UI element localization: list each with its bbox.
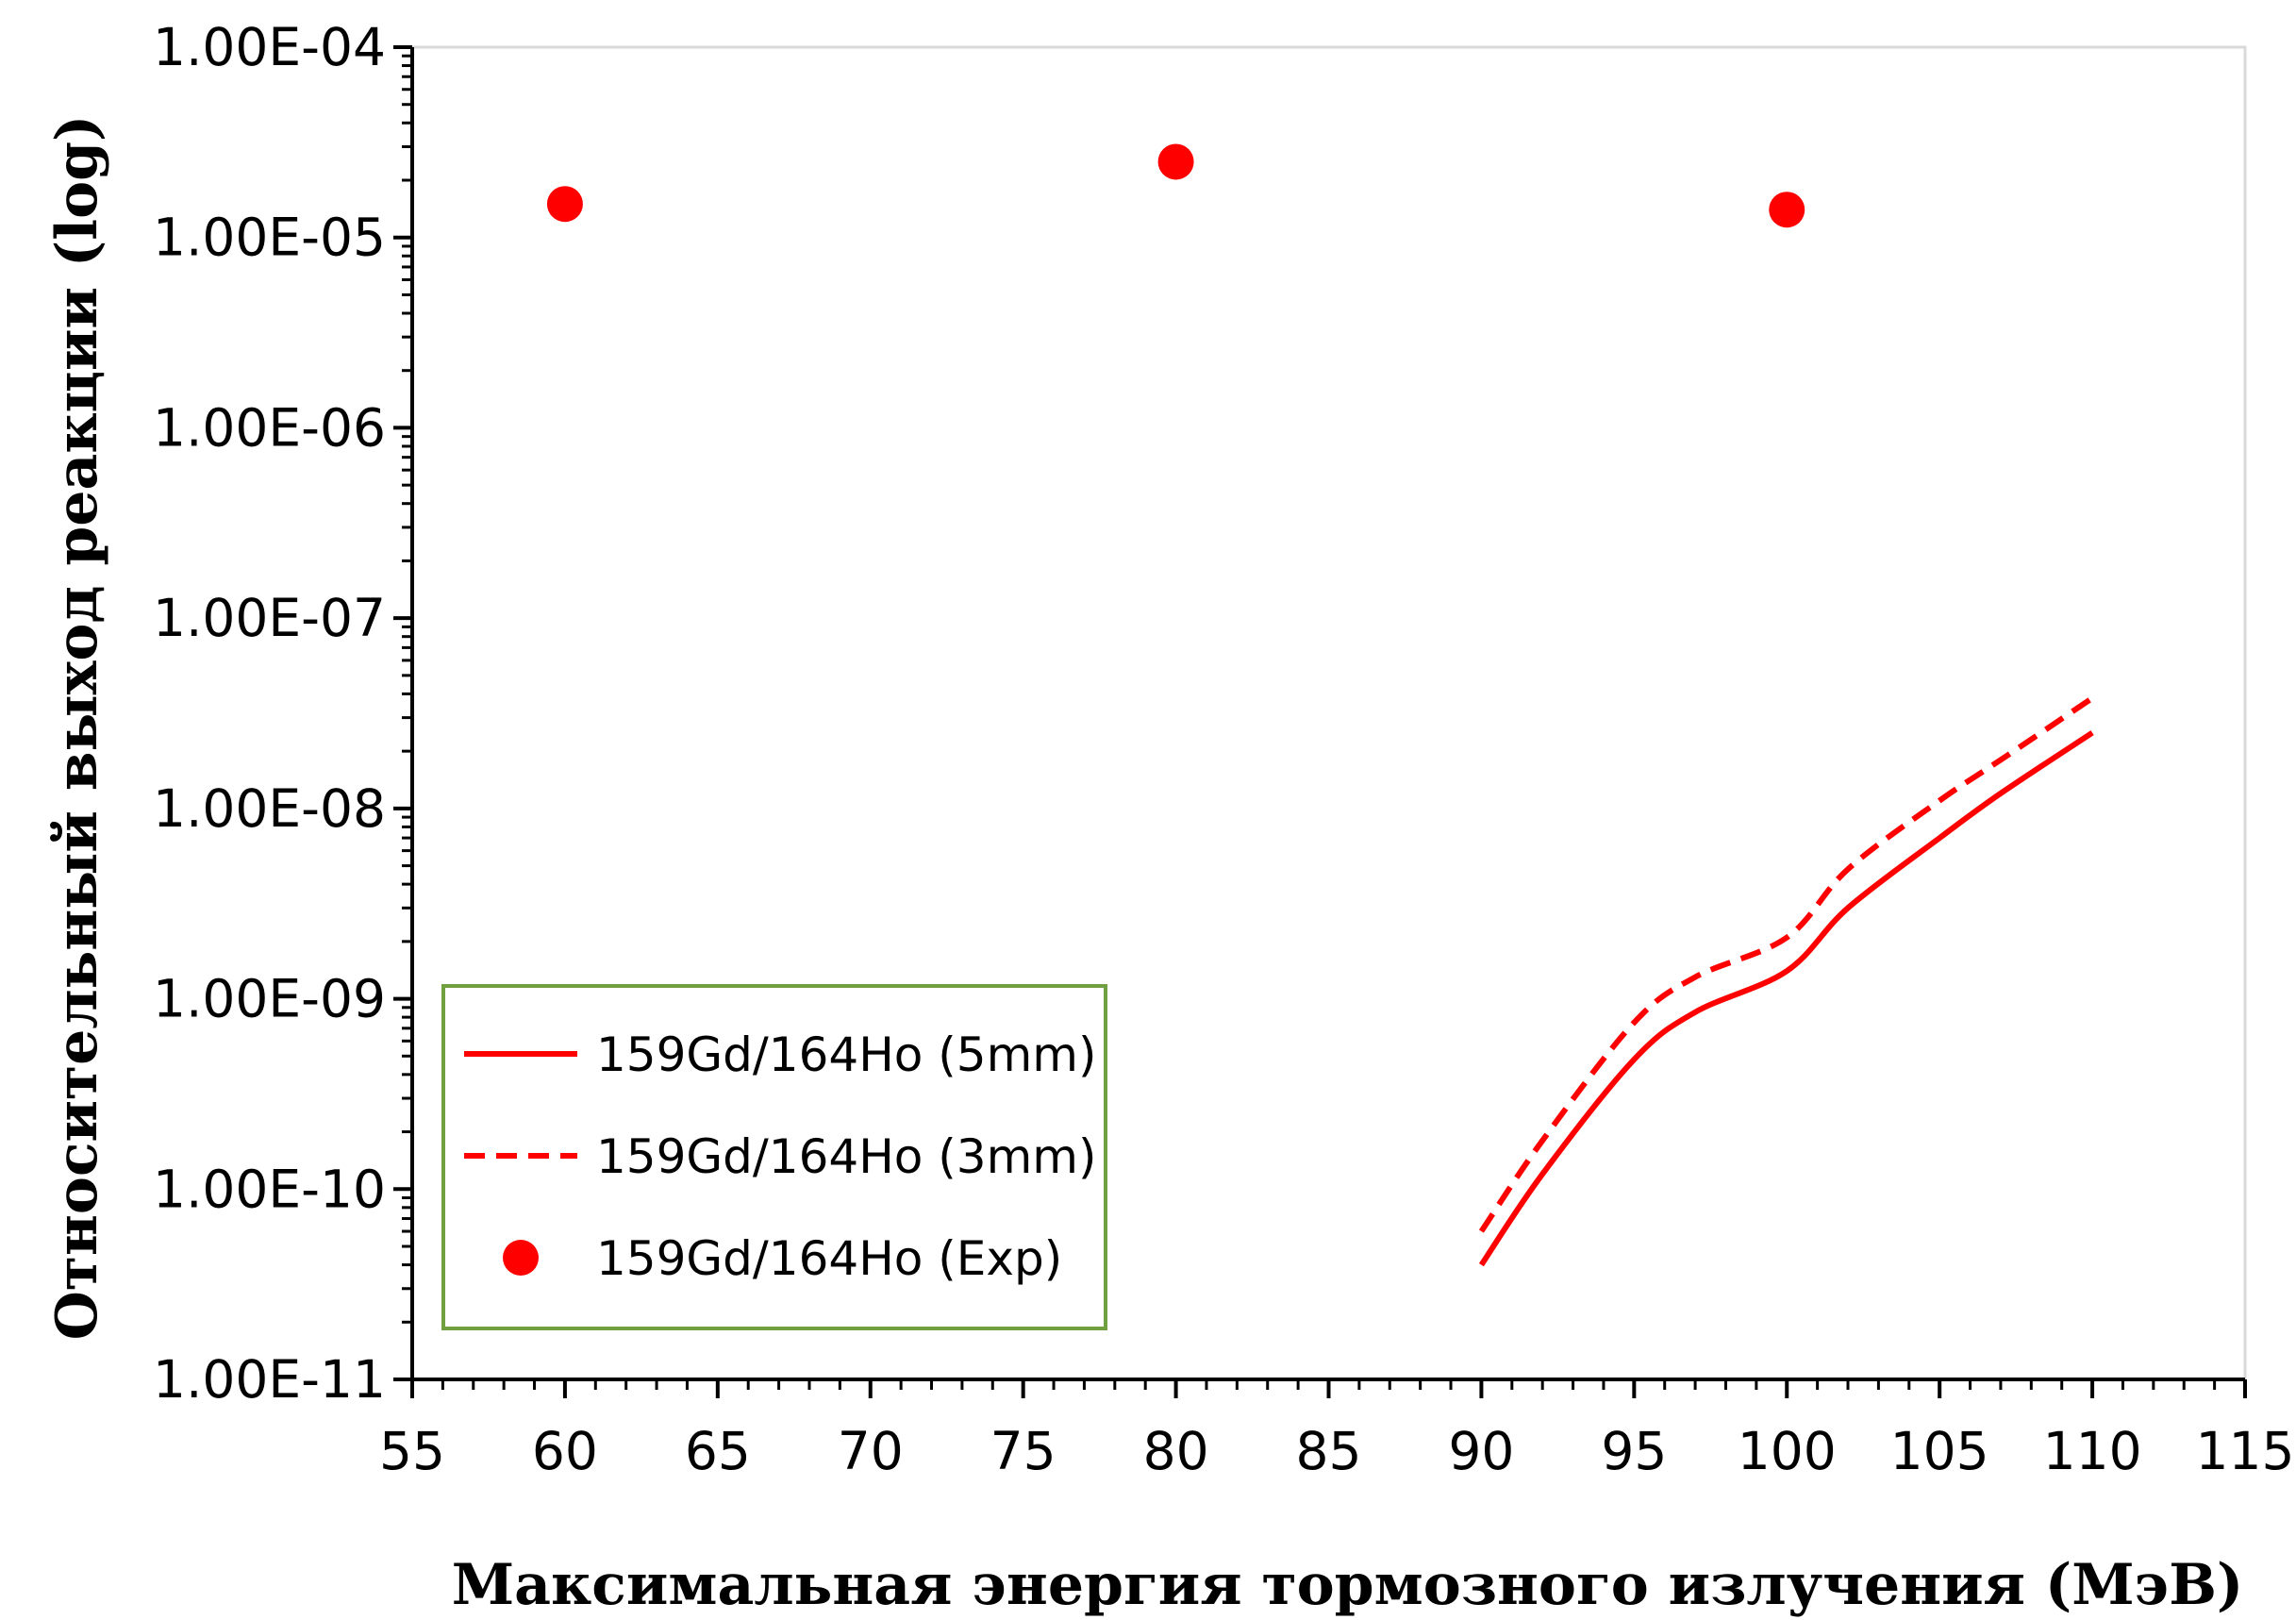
x-tick-label: 55: [379, 1421, 445, 1481]
legend-marker: [503, 1240, 539, 1276]
x-tick-label: 100: [1738, 1421, 1837, 1481]
x-tick-label: 70: [838, 1421, 904, 1481]
x-tick-label: 85: [1296, 1421, 1362, 1481]
axes: 1.00E-11 1.00E-10 1.00E-09 1.00E-08 1.00E-07…: [153, 17, 2295, 1481]
y-tick-label: 1.00E-09: [153, 969, 386, 1029]
x-tick-label: 95: [1601, 1421, 1667, 1481]
x-tick-label: 75: [990, 1421, 1056, 1481]
x-tick-label: 60: [532, 1421, 598, 1481]
data-point-exp: [1769, 192, 1805, 228]
legend-box: [441, 984, 1107, 1330]
y-axis-title: Относительный выход реакции (log): [44, 115, 110, 1341]
x-tick-label: 80: [1143, 1421, 1209, 1481]
y-tick-label: 1.00E-11: [153, 1349, 386, 1410]
x-tick-label: 105: [1890, 1421, 1989, 1481]
y-tick-label: 1.00E-04: [153, 17, 386, 77]
series-line-5mm: [1478, 730, 2094, 1267]
y-tick-label: 1.00E-06: [153, 397, 386, 458]
y-tick-label: 1.00E-07: [153, 588, 386, 648]
legend-entry-label: 159Gd/164Ho (Exp): [596, 1231, 1062, 1286]
data-point-exp: [546, 186, 583, 223]
x-tick-label: 65: [685, 1421, 751, 1481]
y-tick-label: 1.00E-05: [153, 208, 386, 268]
x-tick-label: 90: [1448, 1421, 1514, 1481]
series-line-3mm: [1478, 695, 2094, 1233]
x-tick-label: 115: [2196, 1421, 2295, 1481]
data-point-exp: [1157, 143, 1194, 180]
legend: 159Gd/164Ho (5mm) 159Gd/164Ho (3mm) 159Gd/…: [441, 984, 1107, 1330]
x-axis-title: Максимальная энергия тормозного излучени…: [452, 1552, 2244, 1618]
legend-entry-label: 159Gd/164Ho (5mm): [596, 1027, 1097, 1082]
series-layer: [546, 143, 2094, 1267]
legend-entry-label: 159Gd/164Ho (3mm): [596, 1129, 1097, 1184]
y-tick-label: 1.00E-08: [153, 778, 386, 839]
y-tick-label: 1.00E-10: [153, 1159, 386, 1219]
x-tick-label: 110: [2043, 1421, 2142, 1481]
